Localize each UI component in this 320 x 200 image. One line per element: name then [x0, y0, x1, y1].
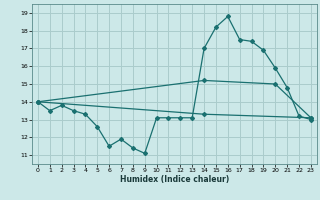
- X-axis label: Humidex (Indice chaleur): Humidex (Indice chaleur): [120, 175, 229, 184]
